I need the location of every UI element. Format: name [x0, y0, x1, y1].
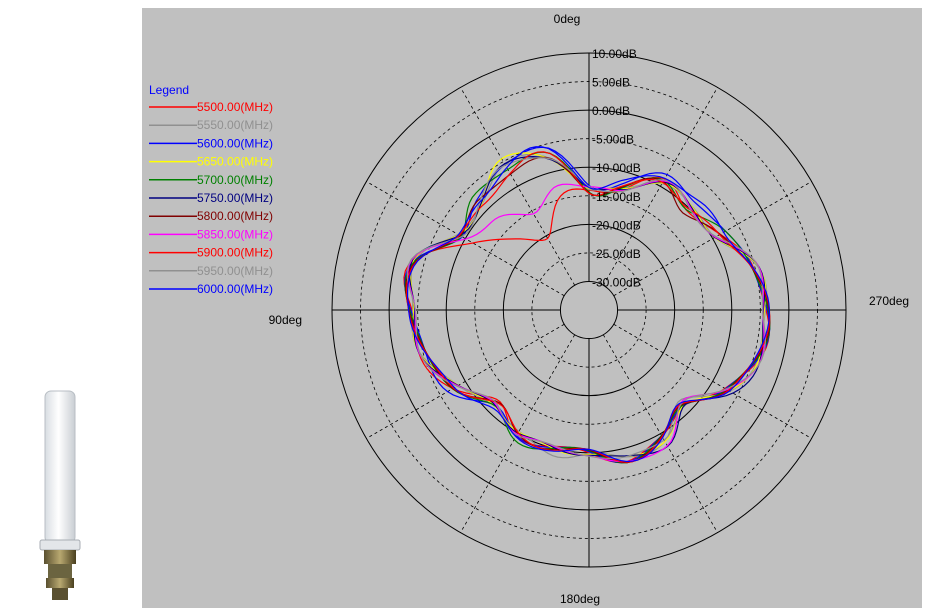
radial-label: -10.00dB — [592, 161, 641, 175]
legend-entry: 6000.00(MHz) — [197, 282, 273, 296]
grid-spoke — [613, 181, 812, 297]
radial-label: 0.00dB — [592, 104, 630, 118]
grid-spoke — [602, 87, 718, 286]
polar-radiation-plot: 10.00dB 5.00dB 0.00dB -5.00dB -10.00dB -15.00… — [149, 12, 909, 606]
grid-spoke — [366, 323, 565, 439]
angle-label-bottom: 180deg — [560, 592, 600, 606]
legend-entry: 5800.00(MHz) — [197, 209, 273, 223]
antenna-image — [39, 390, 81, 600]
series-curve — [405, 151, 771, 463]
legend-entry: 5950.00(MHz) — [197, 264, 273, 278]
pattern-curves — [403, 146, 771, 464]
radial-label: -30.00dB — [592, 275, 641, 289]
legend-entry: 5850.00(MHz) — [197, 227, 273, 241]
legend-entry: 5700.00(MHz) — [197, 173, 273, 187]
radial-label: 5.00dB — [592, 76, 630, 90]
legend-entry: 5650.00(MHz) — [197, 155, 273, 169]
radial-labels: 10.00dB 5.00dB 0.00dB -5.00dB -10.00dB -15.00… — [592, 47, 641, 289]
series-curve — [407, 180, 765, 463]
grid-spoke — [460, 87, 576, 286]
grid-spoke — [613, 323, 812, 439]
angle-label-top: 0deg — [554, 12, 581, 26]
series-curve — [409, 152, 767, 457]
legend-entry: 5550.00(MHz) — [197, 118, 273, 132]
series-curve — [408, 155, 766, 457]
legend-title: Legend — [149, 83, 189, 97]
legend-entry: 5900.00(MHz) — [197, 246, 273, 260]
legend-entry: 5750.00(MHz) — [197, 191, 273, 205]
radial-label: -5.00dB — [592, 133, 634, 147]
radial-label: 10.00dB — [592, 47, 637, 61]
series-curve — [404, 146, 771, 464]
grid-ring-solid — [559, 280, 619, 340]
radial-label: -25.00dB — [592, 247, 641, 261]
angle-label-right: 270deg — [869, 294, 909, 308]
legend-entry: 5600.00(MHz) — [197, 136, 273, 150]
radial-label: -15.00dB — [592, 190, 641, 204]
angle-label-left: 90deg — [269, 313, 302, 327]
grid-spoke — [602, 334, 718, 533]
series-curve — [407, 146, 771, 463]
series-curve — [406, 157, 767, 460]
legend-entry: 5500.00(MHz) — [197, 100, 273, 114]
series-curve — [404, 151, 771, 464]
polar-plot-panel: 10.00dB 5.00dB 0.00dB -5.00dB -10.00dB -15.00… — [142, 8, 922, 608]
radial-label: -20.00dB — [592, 218, 641, 232]
legend: Legend 5500.00(MHz) 5550.00(MHz) 5600.00(M… — [149, 83, 273, 296]
